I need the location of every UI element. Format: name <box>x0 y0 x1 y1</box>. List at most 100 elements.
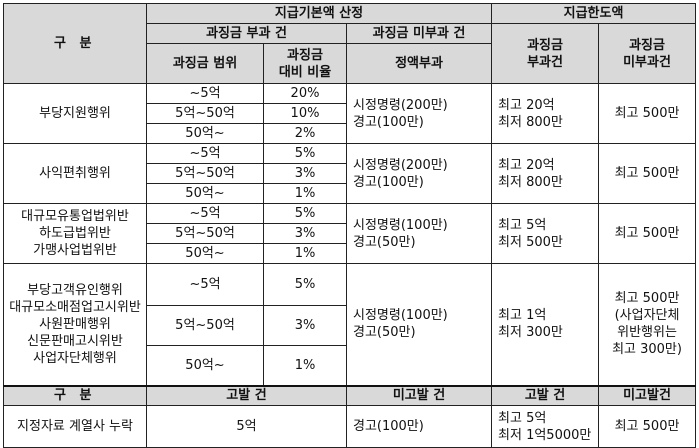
limit-imposed: 최고 20억 최저 800만 <box>491 143 600 204</box>
limit-not-imposed: 최고 500만 <box>598 143 697 204</box>
table-body: 구 분 지급기본액 산정 지급한도액 과징금 부과 건 과징금 미부과 건 과징… <box>3 3 697 448</box>
imposed-case-header: 과징금 부과 건 <box>146 23 347 44</box>
limit-imposed: 최고 5억 최저 500만 <box>491 203 600 264</box>
fine-range: 50억~ <box>146 243 264 264</box>
ratio-header-line: 과징금 <box>287 47 323 63</box>
fixed-amount-line: 시정명령(100만) <box>353 217 448 233</box>
table-row: 50억~ 2% <box>4 123 696 144</box>
fixed-amount-line: 시정명령(100만) <box>353 308 448 324</box>
limit-not-imposed: 최고 500만 (사업자단체 위반행위는 최고 300만) <box>598 263 697 386</box>
fixed-amount-line: 시정명령(200만) <box>353 157 448 173</box>
not-imposed-case-header: 과징금 미부과 건 <box>345 23 493 44</box>
limit-not-imposed-line: 최고 500만 <box>614 226 680 241</box>
violation-type-line: 사원판매행위 <box>39 316 111 332</box>
table-row: 부당지원행위 ~5억 20% 시정명령(200만) 경고(100만) 최고 20억 최저 8… <box>3 83 697 144</box>
fine-ratio: 3% <box>263 223 347 244</box>
violation-type-line: 신문판매고시위반 <box>27 333 123 349</box>
fine-ratio: 1% <box>263 345 347 386</box>
limit-header: 지급한도액 <box>491 3 697 24</box>
fine-range: ~5억 <box>146 263 264 306</box>
limit-accused-line: 최고 5억 <box>498 410 547 426</box>
limit-imposed-line: 최저 800만 <box>498 174 563 190</box>
fixed-amount: 시정명령(100만) 경고(50만) <box>345 263 493 386</box>
fixed-amount: 시정명령(200만) 경고(100만) <box>345 83 493 144</box>
limit-not-imposed-line: 최고 500만 <box>614 291 680 307</box>
reward-criteria-table: 구 분 지급기본액 산정 지급한도액 과징금 부과 건 과징금 미부과 건 과징… <box>3 3 697 448</box>
limit-imposed-line: 최고 1억 <box>498 308 547 324</box>
fine-range: 5억~50억 <box>146 223 264 244</box>
limit-accused-header: 고발 건 <box>491 384 600 406</box>
limit-not-imposed-line: 최고 300만) <box>612 342 682 358</box>
fine-range: 5억~50억 <box>146 163 264 184</box>
not-accused-header: 미고발 건 <box>345 384 493 406</box>
limit-imposed: 최고 20억 최저 800만 <box>491 83 600 144</box>
limit-imposed-header-line: 과징금 <box>527 37 563 53</box>
accused-amount: 5억 <box>146 405 347 448</box>
limit-not-imposed-line: 최고 500만 <box>614 106 680 121</box>
fine-ratio: 1% <box>263 183 347 204</box>
fine-range: ~5억 <box>146 143 264 164</box>
header-row-2: 과징금 부과 건 과징금 미부과 건 과징금 부과건 과징금 미부과건 <box>4 23 697 84</box>
fine-range: 50억~ <box>146 123 264 144</box>
violation-type-line: 하도급법위반 <box>39 226 111 241</box>
limit-imposed-line: 최고 5억 <box>498 217 547 233</box>
fixed-header: 정액부과 <box>345 43 493 84</box>
base-calc-header: 지급기본액 산정 <box>145 3 493 24</box>
fine-ratio: 5% <box>263 263 347 306</box>
violation-type-line: 사익편취행위 <box>39 166 111 181</box>
violation-type: 부당고객유인행위 대규모소매점업고시위반 사원판매행위 신문판매고시위반 사업자단체행위 <box>3 263 147 386</box>
limit-not-imposed: 최고 500만 <box>598 83 697 144</box>
bottom-header-row: 구 분 고발 건 미고발 건 고발 건 미고발건 <box>3 384 697 406</box>
limit-accused: 최고 5억 최저 1억5000만 <box>491 405 600 448</box>
fixed-amount: 시정명령(200만) 경고(100만) <box>345 143 493 204</box>
fixed-amount-line: 경고(100만) <box>353 114 424 130</box>
limit-not-accused-header: 미고발건 <box>598 384 697 406</box>
violation-type-line: 대규모소매점업고시위반 <box>9 299 141 315</box>
accused-header: 고발 건 <box>146 384 347 406</box>
violation-type-line: 부당고객유인행위 <box>27 282 123 298</box>
table-row: 50억~ 1% <box>4 183 696 204</box>
fixed-amount-line: 경고(50만) <box>353 325 416 341</box>
ratio-header-line: 대비 비율 <box>278 64 332 80</box>
fine-ratio: 2% <box>263 123 347 144</box>
bottom-data-row: 지정자료 계열사 누락 5억 경고(100만) 최고 5억 최저 1억5000만 최고 5… <box>3 405 697 448</box>
violation-type-line: 사업자단체행위 <box>33 350 117 366</box>
limit-imposed: 최고 1억 최저 300만 <box>491 263 600 386</box>
limit-imposed-line: 최저 300만 <box>498 325 563 341</box>
fine-range: 5억~50억 <box>146 305 264 346</box>
fine-range: 5억~50억 <box>146 103 264 124</box>
table-row: 5억~50억 3% <box>4 163 696 184</box>
violation-type: 대규모유통업법위반 하도급법위반 가맹사업법위반 <box>3 203 147 264</box>
not-accused-amount: 경고(100만) <box>345 405 493 448</box>
limit-accused-line: 최저 1억5000만 <box>498 427 592 443</box>
fine-ratio: 1% <box>263 243 347 264</box>
violation-type-line: 가맹사업법위반 <box>33 243 117 258</box>
limit-not-imposed-line: 위반행위는 <box>617 325 677 341</box>
ratio-header: 과징금 대비 비율 <box>263 43 347 84</box>
limit-not-imposed-line: 최고 500만 <box>614 166 680 181</box>
limit-not-imposed-header-line: 미부과건 <box>623 54 671 70</box>
table-row: 대규모유통업법위반 하도급법위반 가맹사업법위반 ~5억 5% 시정명령(100만) 경고(… <box>3 203 697 264</box>
violation-type: 부당지원행위 <box>3 83 147 144</box>
limit-imposed-header: 과징금 부과건 <box>491 23 600 84</box>
fine-range: 50억~ <box>146 183 264 204</box>
range-header: 과징금 범위 <box>146 43 264 84</box>
table-row: 5억~50억 3% <box>4 223 696 244</box>
fixed-amount-line: 경고(100만) <box>353 174 424 190</box>
fixed-amount-line: 경고(50만) <box>353 234 416 250</box>
violation-type-line: 부당지원행위 <box>39 106 111 121</box>
fine-ratio: 3% <box>263 305 347 346</box>
fine-ratio: 10% <box>263 103 347 124</box>
bottom-gubun-header: 구 분 <box>3 384 147 406</box>
limit-imposed-line: 최저 800만 <box>498 114 563 130</box>
limit-imposed-line: 최고 20억 <box>498 157 555 173</box>
fine-ratio: 5% <box>263 203 347 224</box>
bottom-violation-type: 지정자료 계열사 누락 <box>3 405 147 448</box>
table-row: 50억~ 1% <box>4 243 696 264</box>
limit-imposed-header-line: 부과건 <box>527 54 563 70</box>
gubun-header: 구 분 <box>3 3 147 84</box>
fixed-amount-line: 시정명령(200만) <box>353 97 448 113</box>
fixed-amount: 시정명령(100만) 경고(50만) <box>345 203 493 264</box>
header-row-1: 구 분 지급기본액 산정 지급한도액 <box>3 3 697 84</box>
fine-range: 50억~ <box>146 345 264 386</box>
